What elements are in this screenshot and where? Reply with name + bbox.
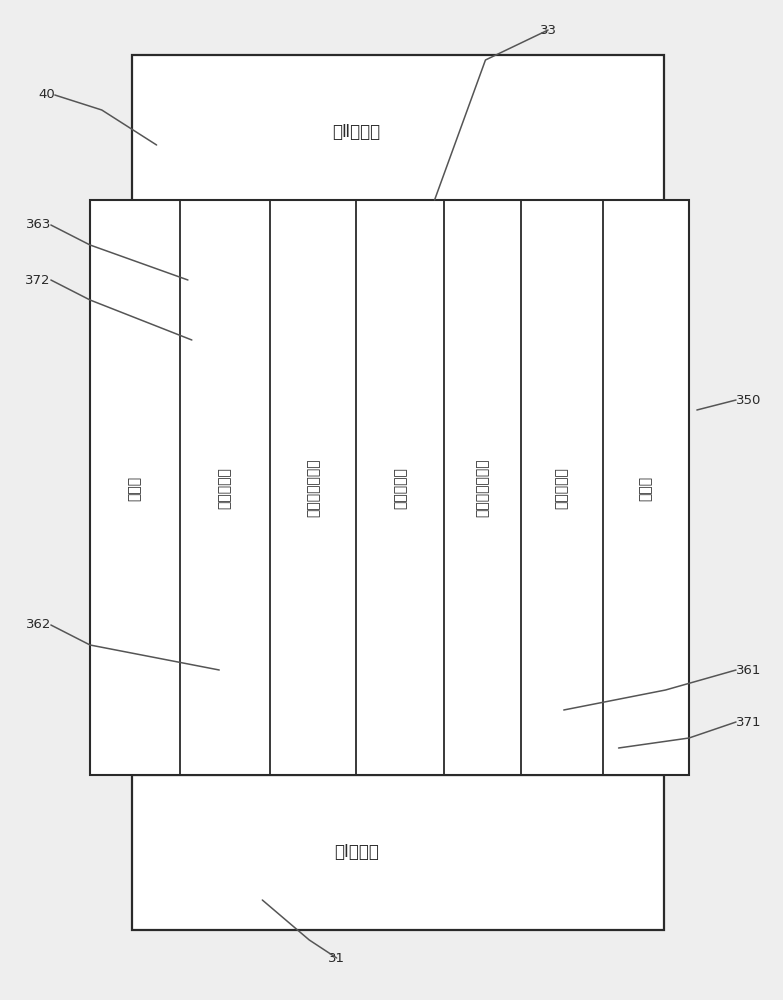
Text: 362: 362 [26, 618, 51, 632]
Bar [90, 200, 689, 775]
Text: 第一间隔部: 第一间隔部 [554, 467, 568, 509]
Text: 372: 372 [25, 273, 51, 286]
Text: 第二间隔部: 第二间隔部 [393, 467, 407, 509]
Text: 40: 40 [38, 89, 55, 102]
Text: 基底部: 基底部 [639, 475, 653, 501]
Text: 第三间隔部: 第三间隔部 [218, 467, 232, 509]
Text: 33: 33 [539, 23, 557, 36]
Text: 第一界面调整部: 第一界面调整部 [475, 459, 489, 517]
Text: 31: 31 [328, 952, 345, 964]
Text: 第二界面调整部: 第二界面调整部 [306, 459, 320, 517]
Text: 巎Ⅰ极张区: 巎Ⅰ极张区 [334, 843, 379, 861]
Text: 361: 361 [736, 664, 761, 676]
Text: 363: 363 [26, 219, 51, 232]
Text: 350: 350 [736, 393, 761, 406]
Bar [132, 55, 664, 210]
Text: 接面层: 接面层 [128, 475, 142, 501]
Bar [132, 775, 664, 930]
Text: 巎Ⅱ极张区: 巎Ⅱ极张区 [332, 123, 381, 141]
Text: 371: 371 [736, 716, 762, 728]
